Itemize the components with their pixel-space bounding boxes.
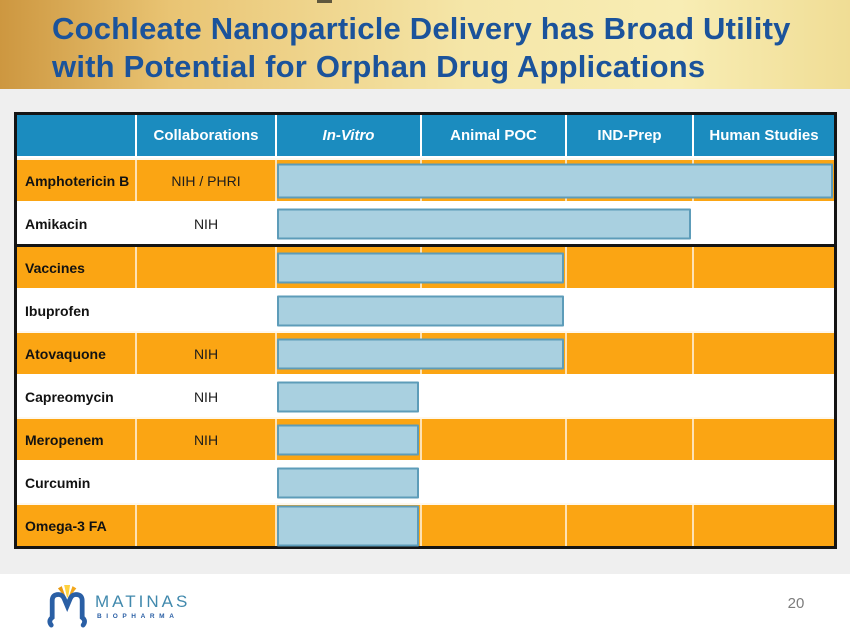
row-collaborations: NIH / PHRI: [135, 160, 275, 201]
matinas-m-icon: [47, 585, 87, 628]
row-label: Amphotericin B: [25, 172, 130, 189]
row-label: Atovaquone: [25, 345, 106, 362]
table-row: Capreomycin NIH: [17, 374, 834, 417]
row-collaborations: [135, 505, 275, 546]
row-label: Capreomycin: [25, 388, 114, 405]
row-label: Omega-3 FA: [25, 517, 107, 534]
page-number: 20: [787, 595, 805, 612]
header-cell-blank: [17, 115, 135, 156]
logo-sub-brand-text: BIOPHARMA: [97, 612, 179, 620]
row-label: Amikacin: [25, 215, 88, 232]
stage-progress-bar: [277, 424, 419, 455]
row-collaborations: NIH: [135, 203, 275, 244]
top-edge-mark: [317, 0, 332, 3]
table-row: Ibuprofen: [17, 288, 834, 331]
header-cell-animal-poc: Animal POC: [420, 115, 565, 156]
row-label: Curcumin: [25, 474, 91, 491]
table-row: Curcumin: [17, 460, 834, 503]
row-collaborations: [135, 290, 275, 331]
row-collaborations: NIH: [135, 376, 275, 417]
table-header-row: Collaborations In-Vitro Animal POC IND-P…: [17, 115, 834, 158]
logo-text: MATINAS BIOPHARMA: [95, 591, 191, 620]
stage-progress-bar: [277, 467, 419, 498]
slide-title: Cochleate Nanoparticle Delivery has Broa…: [52, 10, 812, 86]
table-row: Amikacin NIH: [17, 201, 834, 244]
row-collaborations: NIH: [135, 333, 275, 374]
stage-progress-bar: [277, 505, 419, 546]
stage-progress-bar: [277, 295, 564, 326]
table-row: Omega-3 FA: [17, 503, 834, 546]
title-banner: [0, 0, 850, 90]
stage-progress-bar: [277, 381, 419, 412]
row-label: Meropenem: [25, 431, 104, 448]
slide-title-line2: with Potential for Orphan Drug Applicati…: [52, 49, 706, 84]
stage-progress-bar: [277, 338, 564, 369]
header-cell-collaborations: Collaborations: [135, 115, 275, 156]
table-row: Meropenem NIH: [17, 417, 834, 460]
row-collaborations: NIH: [135, 419, 275, 460]
row-label: Ibuprofen: [25, 302, 90, 319]
slide-title-line1: Cochleate Nanoparticle Delivery has Broa…: [52, 11, 791, 46]
header-cell-in-vitro: In-Vitro: [275, 115, 420, 156]
stage-progress-bar: [277, 163, 833, 198]
stage-progress-bar: [277, 208, 691, 239]
matinas-logo: MATINAS BIOPHARMA: [46, 583, 190, 629]
row-label: Vaccines: [25, 259, 85, 276]
pipeline-table: Collaborations In-Vitro Animal POC IND-P…: [14, 112, 837, 549]
row-collaborations: [135, 462, 275, 503]
table-row: Vaccines: [17, 244, 834, 288]
table-row: Amphotericin B NIH / PHRI: [17, 158, 834, 201]
row-collaborations: [135, 247, 275, 288]
table-row: Atovaquone NIH: [17, 331, 834, 374]
header-cell-ind-prep: IND-Prep: [565, 115, 692, 156]
logo-brand-text: MATINAS: [95, 591, 191, 611]
header-cell-human-studies: Human Studies: [692, 115, 834, 156]
stage-progress-bar: [277, 252, 564, 283]
